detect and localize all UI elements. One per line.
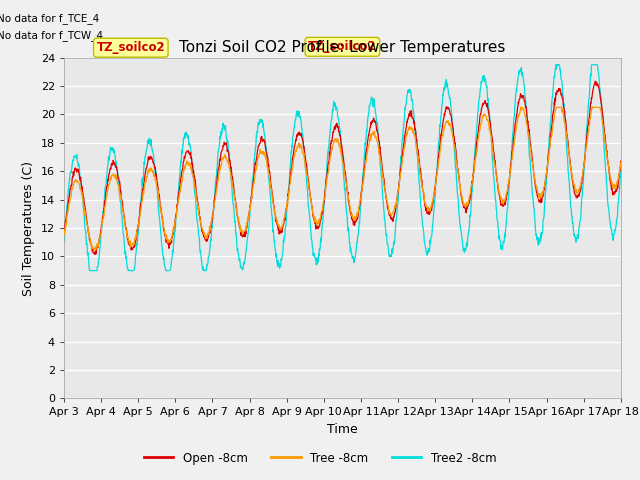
Tree2 -8cm — [429, 216, 437, 222]
Tree -8cm — [184, 160, 192, 166]
Tree -8cm — [171, 221, 179, 227]
Tree -8cm — [617, 160, 625, 166]
Tree -8cm — [517, 105, 525, 110]
Open -8cm — [171, 223, 179, 229]
Text: No data for f_TCW_4: No data for f_TCW_4 — [0, 30, 103, 41]
Tree2 -8cm — [551, 68, 559, 74]
Tree -8cm — [92, 247, 99, 253]
Open -8cm — [60, 229, 68, 235]
Tree -8cm — [552, 108, 559, 114]
Tree -8cm — [502, 192, 509, 198]
Tree2 -8cm — [171, 228, 179, 234]
Tree2 -8cm — [502, 224, 509, 230]
Tree2 -8cm — [60, 239, 68, 244]
Line: Tree2 -8cm: Tree2 -8cm — [64, 65, 621, 271]
Tree -8cm — [60, 232, 68, 238]
Open -8cm — [184, 149, 192, 155]
Text: TZ_soilco2: TZ_soilco2 — [97, 41, 165, 54]
Open -8cm — [502, 195, 509, 201]
Legend: Open -8cm, Tree -8cm, Tree2 -8cm: Open -8cm, Tree -8cm, Tree2 -8cm — [139, 447, 501, 469]
Open -8cm — [429, 197, 437, 203]
Line: Open -8cm: Open -8cm — [64, 81, 621, 254]
Text: TZ_soilco2: TZ_soilco2 — [308, 40, 377, 53]
Text: No data for f_TCE_4: No data for f_TCE_4 — [0, 13, 99, 24]
Tree -8cm — [246, 203, 254, 208]
Tree2 -8cm — [86, 268, 93, 274]
Open -8cm — [617, 158, 625, 164]
Tree2 -8cm — [246, 200, 254, 206]
Tree2 -8cm — [552, 62, 559, 68]
Tree2 -8cm — [617, 168, 625, 173]
Y-axis label: Soil Temperatures (C): Soil Temperatures (C) — [22, 160, 35, 296]
Tree -8cm — [429, 196, 437, 202]
X-axis label: Time: Time — [327, 423, 358, 436]
Open -8cm — [91, 252, 99, 257]
Tree2 -8cm — [184, 133, 192, 139]
Open -8cm — [591, 78, 599, 84]
Title: Tonzi Soil CO2 Profile: Lower Temperatures: Tonzi Soil CO2 Profile: Lower Temperatur… — [179, 40, 506, 55]
Open -8cm — [551, 95, 559, 101]
Line: Tree -8cm: Tree -8cm — [64, 108, 621, 250]
Open -8cm — [246, 202, 254, 208]
